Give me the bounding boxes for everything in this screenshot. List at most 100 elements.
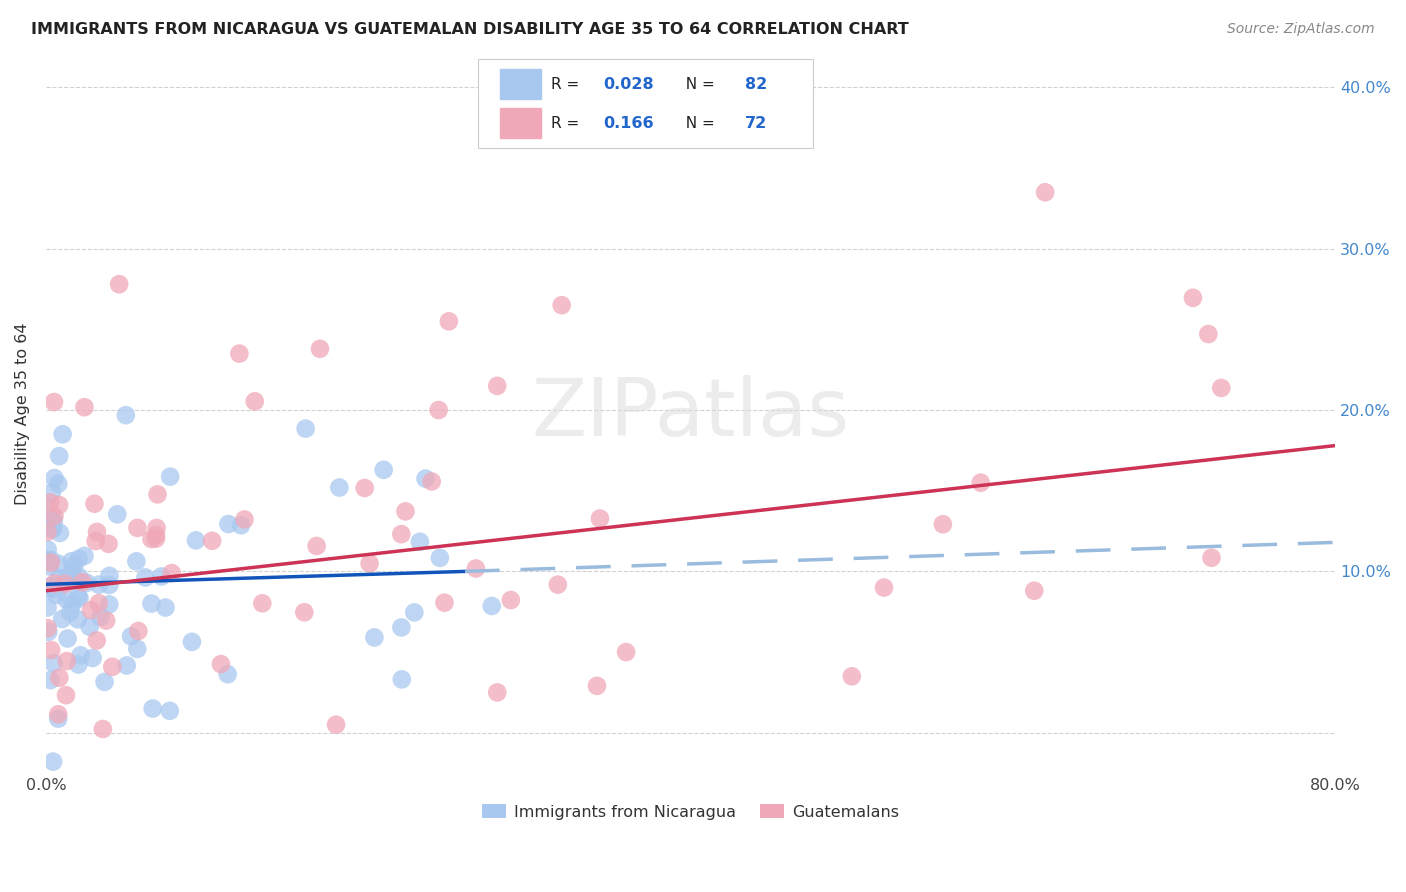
Point [67,570,90,584]
Point [353,481,375,495]
Point [44,576,66,591]
Point [499,593,522,607]
Point [48,571,70,585]
Point [481,599,503,613]
Point [59,605,82,619]
Point [55,688,77,702]
Point [97,537,120,551]
Text: Source: ZipAtlas.com: Source: ZipAtlas.com [1227,22,1375,37]
Point [486,379,509,393]
Point [150,569,173,583]
Text: R =: R = [551,77,585,92]
Point [91,722,114,736]
Point [201,533,224,548]
Point [42,395,65,409]
Point [228,346,250,360]
Point [209,657,232,672]
Point [145,521,167,535]
Point [217,517,239,532]
Point [101,660,124,674]
Point [229,518,252,533]
Point [363,631,385,645]
Point [60,554,83,568]
Point [45,588,67,602]
Point [55,570,77,584]
Point [305,539,328,553]
Point [66,612,89,626]
Point [53,576,76,591]
Point [87,577,110,591]
Point [39,556,62,570]
Point [79,620,101,634]
Point [39,553,62,567]
Point [184,533,207,548]
Point [46,707,69,722]
Point [55,592,77,607]
Point [98,569,121,583]
Point [38,559,60,574]
Point [37,600,59,615]
Point [415,472,437,486]
Point [429,550,451,565]
Text: 82: 82 [745,77,768,92]
Point [145,528,167,542]
Point [42,521,65,535]
Point [160,566,183,581]
Point [970,475,993,490]
Point [373,463,395,477]
Point [141,532,163,546]
Point [217,667,239,681]
Point [464,561,486,575]
Point [586,679,609,693]
Point [37,524,59,539]
Point [98,578,121,592]
Point [115,658,138,673]
Point [83,497,105,511]
Point [180,635,202,649]
Point [1181,291,1204,305]
Point [404,606,426,620]
Text: ZIPatlas: ZIPatlas [531,376,849,453]
Point [292,605,315,619]
Point [547,577,569,591]
Point [69,648,91,663]
Point [145,532,167,546]
Point [44,508,66,523]
Point [1033,186,1056,200]
Point [141,597,163,611]
Point [46,476,69,491]
Point [41,522,63,536]
Point [46,712,69,726]
Point [873,581,896,595]
Point [105,508,128,522]
Text: N =: N = [676,116,720,131]
Point [41,485,63,500]
Point [72,575,94,590]
Point [37,624,59,639]
Point [48,671,70,685]
Point [48,557,70,571]
Text: 0.166: 0.166 [603,116,654,131]
Point [359,557,381,571]
Point [1197,326,1219,341]
Text: IMMIGRANTS FROM NICARAGUA VS GUATEMALAN DISABILITY AGE 35 TO 64 CORRELATION CHAR: IMMIGRANTS FROM NICARAGUA VS GUATEMALAN … [31,22,908,37]
Point [56,632,79,646]
Point [841,669,863,683]
Point [39,495,62,509]
Point [55,654,77,668]
Point [389,620,412,634]
Point [108,277,131,292]
Point [134,570,156,584]
Point [87,596,110,610]
Point [932,517,955,532]
Point [48,449,70,463]
Point [37,621,59,635]
Point [39,673,62,687]
Point [409,534,432,549]
Point [37,553,59,567]
Point [433,596,456,610]
Point [146,487,169,501]
Point [42,755,65,769]
Point [69,591,91,606]
Point [42,582,65,596]
